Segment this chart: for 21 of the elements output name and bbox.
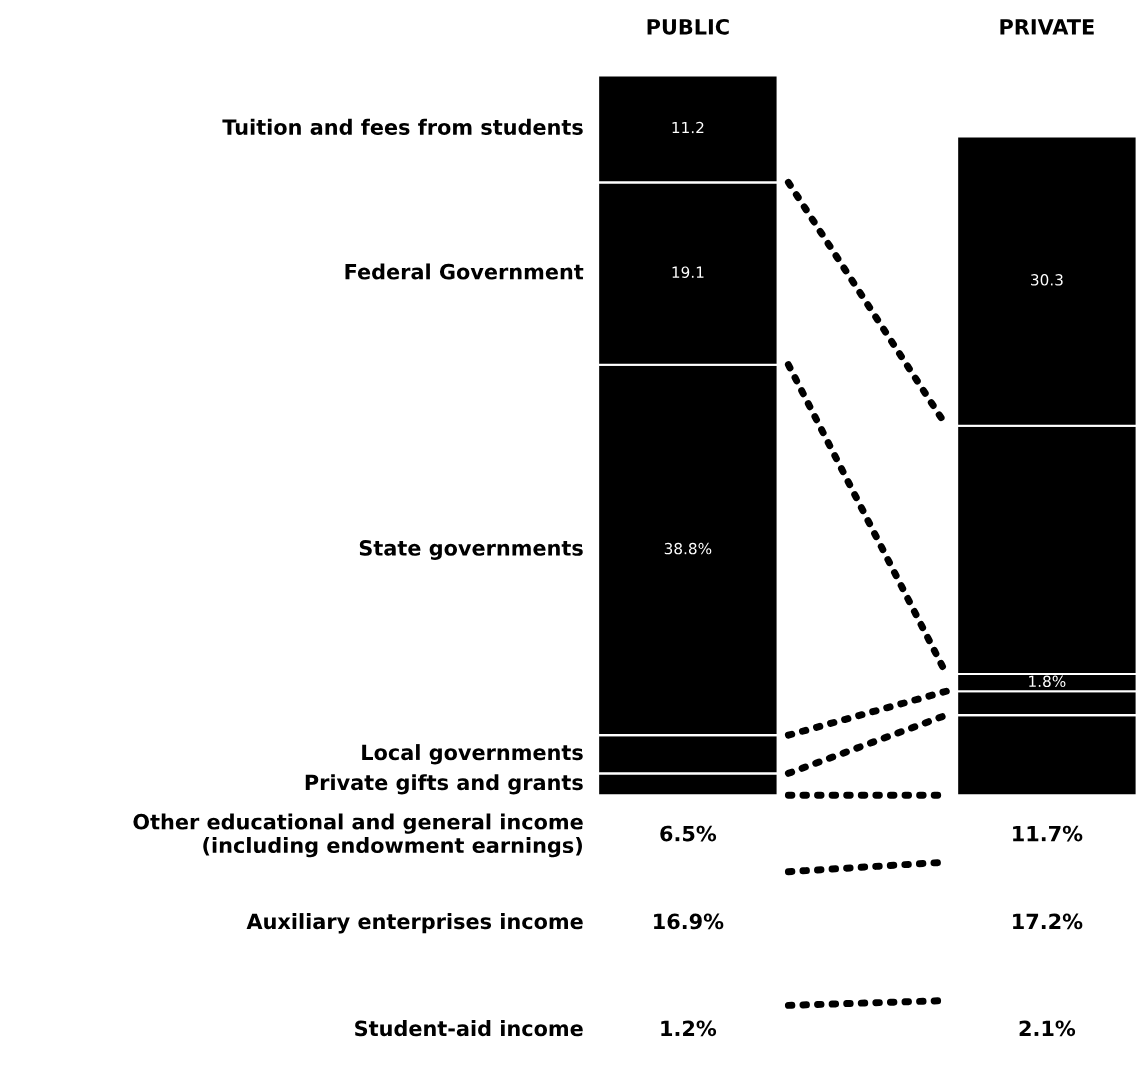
text: 11.7% — [1013, 825, 1083, 842]
text: 16.9% — [654, 913, 724, 930]
data-label: 1.8% — [1029, 675, 1066, 688]
series-label: Local governments — [362, 744, 583, 765]
series-label: Private gifts and grants — [305, 774, 583, 795]
data-label: 30.3 — [1031, 274, 1063, 286]
series-label: Tuition and fees from students — [222, 118, 583, 135]
text: 6.5% — [660, 825, 717, 842]
x-tick-label: PUBLIC — [647, 18, 729, 35]
text: Student-aid income — [355, 1020, 583, 1037]
text: Auxiliary enterprises income — [246, 913, 583, 934]
data-label: 11.2 — [672, 121, 704, 134]
text: 1.2% — [661, 1020, 717, 1037]
text: Other educational and general income (including endowment earnings) — [133, 813, 583, 858]
data-label: 38.8% — [664, 542, 712, 555]
series-label: Federal Government — [345, 263, 584, 280]
text: 17.2% — [1013, 913, 1083, 930]
series-label: State governments — [359, 540, 583, 561]
data-label: 19.1 — [672, 266, 704, 278]
text: 2.1% — [1019, 1020, 1076, 1037]
x-tick-label: PRIVATE — [1000, 19, 1094, 35]
